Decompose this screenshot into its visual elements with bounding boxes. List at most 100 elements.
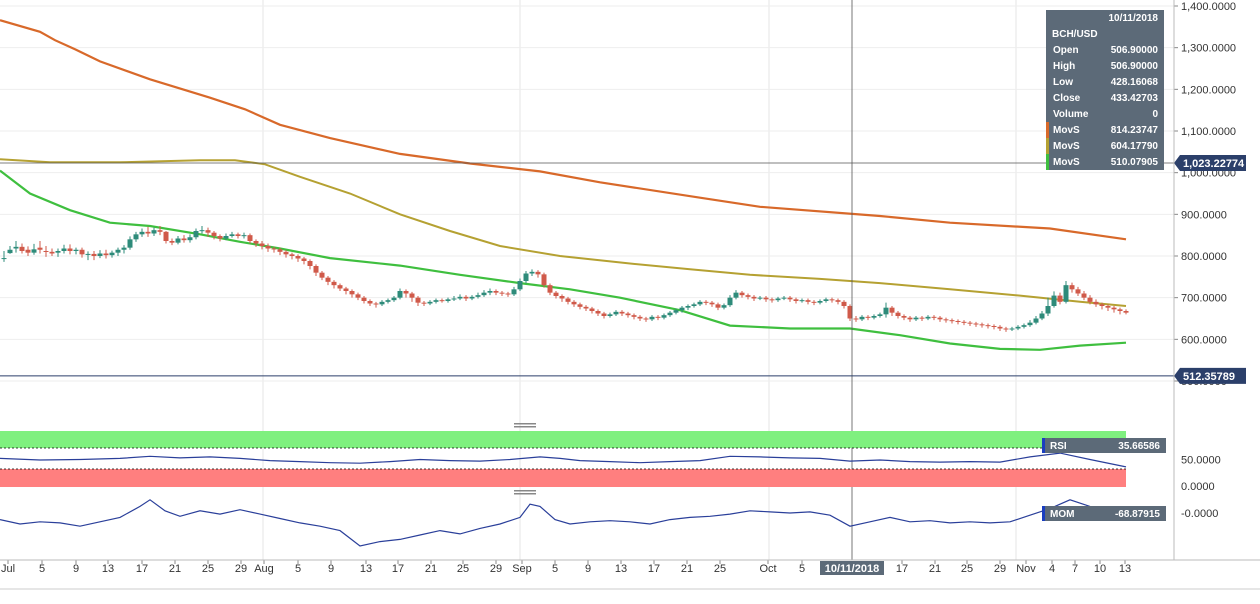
candle-body (529, 271, 535, 274)
candle-body (115, 249, 121, 253)
candle-body (607, 314, 613, 316)
candle (319, 271, 325, 281)
candle (85, 251, 91, 261)
candle-body (259, 243, 265, 246)
candle-body (1075, 289, 1081, 294)
candle (13, 241, 19, 253)
momentum-axis: -0.0000 (1181, 508, 1218, 520)
candle-body (1117, 309, 1123, 311)
date-tick-label: Jul (1, 563, 15, 575)
candle (133, 231, 139, 242)
candle (571, 300, 577, 307)
candle (169, 238, 175, 246)
candle-body (427, 301, 433, 304)
date-tick-label: 9 (585, 563, 591, 575)
candle (283, 250, 289, 258)
candle-body (1081, 293, 1087, 298)
candle-body (595, 311, 601, 314)
candle-body (337, 285, 343, 289)
candle-body (19, 246, 25, 251)
candle-body (667, 312, 673, 316)
date-tick-label: 13 (360, 563, 372, 575)
candle-body (277, 249, 283, 252)
candle-body (859, 316, 865, 320)
ma200-line (0, 19, 1127, 241)
candle-body (493, 291, 499, 293)
candle (31, 243, 37, 255)
candle (841, 300, 847, 309)
candle (1081, 291, 1087, 301)
date-tick-label: 25 (202, 563, 214, 575)
candle (607, 312, 613, 318)
candle (907, 316, 913, 322)
candle-body (307, 261, 313, 266)
candle-body (541, 274, 547, 286)
date-tick-label: 5 (295, 563, 301, 575)
info-box: 10/11/2018 BCH/USD Open 506.90000 High 506.90… (1046, 10, 1164, 170)
candle (949, 318, 955, 324)
candle-body (517, 281, 523, 290)
candle-body (37, 247, 43, 250)
candle-body (451, 298, 457, 300)
momentum-series (0, 499, 1127, 547)
rsi-line (0, 452, 1127, 468)
crosshair-price-badge-text: 1,023.22774 (1183, 158, 1245, 170)
candle (403, 289, 409, 298)
candle-body (367, 301, 373, 304)
info-box-row-label: MovS (1053, 125, 1080, 136)
date-tick-label: 5 (552, 563, 558, 575)
candle-body (871, 316, 877, 318)
candle-body (793, 299, 799, 301)
candle (943, 317, 949, 323)
panel-splitter-1[interactable] (514, 423, 536, 428)
rsi-oversold-zone (0, 469, 1126, 487)
candle (373, 301, 379, 308)
date-cursor-badge: 10/11/2018 (820, 561, 884, 575)
candle (199, 226, 205, 234)
candle (937, 316, 943, 322)
candle-body (319, 272, 325, 278)
info-box-row-label: MovS (1053, 157, 1080, 168)
candle-body (1123, 311, 1129, 313)
ma200-series (0, 19, 1127, 241)
candle-body (655, 316, 661, 318)
info-box-row: Low 428.16068 (1046, 74, 1164, 90)
rsi-value: 35.66586 (1118, 441, 1160, 452)
candle-body (121, 247, 127, 250)
momentum-line (0, 499, 1127, 547)
candle-body (1009, 328, 1015, 330)
date-tick-label: 25 (457, 563, 469, 575)
panel-splitter-2[interactable] (514, 490, 536, 495)
candle (823, 297, 829, 303)
candle (889, 306, 895, 316)
price-tick-label: 1,400.0000 (1181, 1, 1236, 13)
candle-body (829, 299, 835, 301)
candle (817, 299, 823, 305)
candle-body (559, 296, 565, 299)
candle (991, 324, 997, 330)
date-tick-label: 21 (681, 563, 693, 575)
candle (469, 295, 475, 301)
info-box-row-value: 814.23747 (1111, 125, 1159, 136)
candle-body (193, 231, 199, 238)
candle-body (751, 296, 757, 299)
candle-body (565, 298, 571, 302)
candle (1069, 282, 1075, 293)
candle-body (877, 314, 883, 316)
candle-body (733, 292, 739, 298)
info-box-row: Close 433.42703 (1046, 90, 1164, 106)
candle (43, 246, 49, 257)
rsi-axis: 50.0000 0.0000 (1181, 455, 1221, 494)
candle-body (835, 300, 841, 302)
candle-body (937, 317, 943, 320)
candle-body (379, 301, 385, 305)
date-tick-label: 21 (169, 563, 181, 575)
candle (109, 250, 115, 258)
candle (91, 251, 97, 261)
candle (703, 300, 709, 306)
candle (211, 231, 217, 240)
candle-body (1039, 313, 1045, 319)
candle-body (907, 317, 913, 320)
candle (487, 288, 493, 296)
candle (451, 296, 457, 301)
